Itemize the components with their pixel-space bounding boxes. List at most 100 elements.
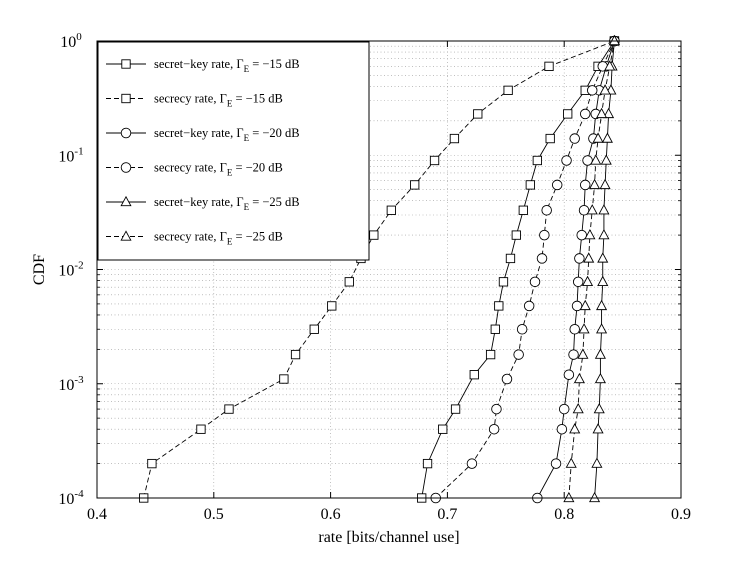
data-point-circle <box>569 133 580 144</box>
data-point-circle <box>569 323 580 335</box>
data-point-circle <box>491 403 502 415</box>
data-point-triangle <box>578 323 590 334</box>
legend-label: secrecy rate, ΓE = −25 dB <box>154 230 283 247</box>
data-point-circle <box>541 205 552 216</box>
legend-box <box>97 41 370 261</box>
data-point-square <box>563 109 573 119</box>
data-point-triangle <box>592 423 604 434</box>
data-point-triangle <box>120 230 132 241</box>
data-point-square <box>449 133 460 144</box>
legend-label: secrecy rate, ΓE = −15 dB <box>154 92 283 109</box>
data-point-triangle <box>591 457 603 468</box>
data-point-circle <box>536 253 548 264</box>
series-4 <box>430 35 620 504</box>
series-group <box>139 34 620 504</box>
data-point-square <box>545 133 555 144</box>
x-tick-label: 0.5 <box>204 506 224 523</box>
y-tick-label: 100 <box>60 31 82 51</box>
data-point-square <box>386 205 396 215</box>
data-point-circle <box>529 276 541 288</box>
data-point-triangle <box>572 402 584 414</box>
data-point-square <box>309 324 319 334</box>
legend-entry: secret−key rate, ΓE = −25 dB <box>106 195 300 212</box>
data-point-circle <box>586 85 598 96</box>
data-point-triangle <box>599 84 611 95</box>
data-point-square <box>147 458 157 469</box>
data-point-triangle <box>597 275 609 286</box>
x-tick-label: 0.7 <box>437 506 457 523</box>
data-point-square <box>511 230 521 240</box>
legend: secret−key rate, ΓE = −15 dB secrecy rate… <box>97 41 370 261</box>
data-point-triangle <box>594 372 606 384</box>
data-point-circle <box>561 155 572 166</box>
data-point-triangle <box>592 132 604 143</box>
data-point-circle <box>556 423 568 435</box>
data-point-square <box>290 349 301 360</box>
data-point-square <box>490 324 500 334</box>
data-point-square <box>505 253 516 264</box>
x-tick-label: 0.8 <box>554 506 574 523</box>
series-5 <box>589 34 620 503</box>
data-point-circle <box>558 403 570 415</box>
data-point-circle <box>488 423 500 435</box>
data-point-triangle <box>577 348 589 359</box>
data-point-square <box>279 374 289 384</box>
data-point-circle <box>551 179 563 191</box>
data-point-triangle <box>586 204 598 215</box>
data-point-square <box>410 180 420 190</box>
data-point-circle <box>120 127 132 139</box>
y-axis-label: CDF <box>31 254 48 285</box>
data-point-square <box>469 370 479 380</box>
legend-entry: secrecy rate, ΓE = −15 dB <box>106 92 283 109</box>
data-point-square <box>544 61 554 71</box>
x-tick-label: 0.6 <box>321 506 341 523</box>
data-point-square <box>485 349 496 360</box>
data-point-triangle <box>603 107 615 119</box>
y-tick-label: 10-4 <box>58 488 84 508</box>
data-point-square <box>525 180 535 190</box>
data-point-circle <box>466 458 478 469</box>
data-point-circle <box>550 458 562 469</box>
data-point-triangle <box>589 178 601 190</box>
data-point-triangle <box>594 348 606 359</box>
data-point-triangle <box>596 107 608 119</box>
data-point-circle <box>523 300 535 312</box>
series-6 <box>563 34 620 503</box>
y-tick-label: 10-1 <box>58 145 83 165</box>
data-point-square <box>503 85 513 95</box>
data-point-triangle <box>598 228 610 240</box>
y-tick-label: 10-2 <box>58 260 83 280</box>
data-point-square <box>327 301 337 311</box>
legend-entry: secrecy rate, ΓE = −20 dB <box>106 161 283 178</box>
data-point-square <box>518 205 528 215</box>
data-point-circle <box>516 323 528 335</box>
data-point-circle <box>576 229 587 241</box>
data-point-circle <box>579 179 591 191</box>
data-point-circle <box>513 349 524 360</box>
data-point-circle <box>579 108 591 120</box>
data-point-square <box>121 59 131 69</box>
legend-label: secret−key rate, ΓE = −25 dB <box>154 195 300 212</box>
data-point-triangle <box>565 457 577 468</box>
legend-label: secret−key rate, ΓE = −20 dB <box>154 126 300 143</box>
data-point-circle <box>501 373 513 385</box>
data-point-triangle <box>598 204 610 215</box>
data-point-triangle <box>597 252 609 263</box>
data-point-circle <box>568 349 579 360</box>
data-point-triangle <box>601 132 613 143</box>
axis-ticks: 0.4 0.5 0.6 0.7 0.8 0.9 10-4 10-3 10-2 10-1 100 <box>58 31 691 523</box>
data-point-square <box>532 155 542 166</box>
data-point-circle <box>571 300 583 312</box>
legend-entry: secret−key rate, ΓE = −20 dB <box>106 126 300 143</box>
x-tick-label: 0.4 <box>87 506 107 523</box>
series-1 <box>417 36 620 503</box>
data-point-triangle <box>604 60 616 71</box>
data-point-triangle <box>579 299 591 311</box>
data-point-circle <box>563 369 575 380</box>
x-tick-label: 0.9 <box>671 506 691 523</box>
data-point-triangle <box>599 178 611 190</box>
data-point-triangle <box>593 402 605 414</box>
data-point-triangle <box>569 423 581 434</box>
